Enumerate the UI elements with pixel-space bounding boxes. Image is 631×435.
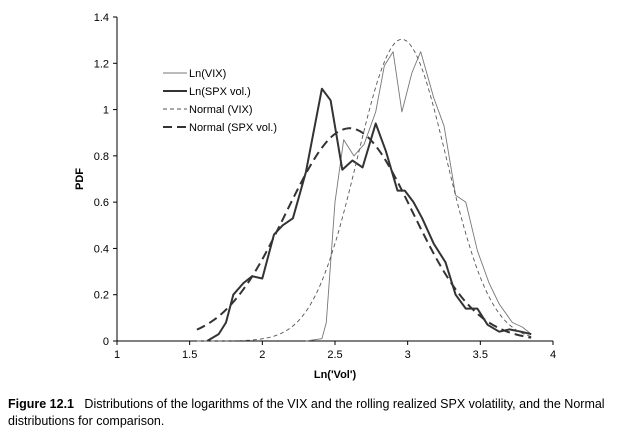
chart-svg: 0 0.2 0.4 0.6 0.8 1 1.2 1.4 1 1.5 2 2.5 3 3.5 4 Ln('Vol… [74,12,556,381]
chart-axes: 0 0.2 0.4 0.6 0.8 1 1.2 1.4 1 1.5 2 2.5 3 3.5 4 Ln('Vol… [74,12,556,381]
series-line-3 [196,38,532,342]
series-line-2 [206,87,532,342]
y-tick-label: 0.8 [94,151,109,163]
y-tick-label: 1.4 [94,12,109,24]
series-line-4 [196,127,532,339]
y-tick-label: 1.2 [94,58,109,70]
x-tick-label: 1.5 [182,349,197,361]
figure-caption: Figure 12.1 Distributions of the logarit… [8,396,624,430]
x-tick-label: 3 [405,349,411,361]
x-tick-label: 1 [114,349,120,361]
x-tick-label: 2 [259,349,265,361]
x-tick-label: 4 [550,349,556,361]
caption-label: Figure 12.1 [8,397,74,411]
legend-label-1: Ln(VIX) [189,68,226,80]
legend: Ln(VIX) Ln(SPX vol.) Normal (VIX) Normal (S… [163,68,277,134]
x-axis-label: Ln('Vol') [314,369,357,381]
y-tick-label: 0.2 [94,290,109,302]
y-tick-label: 0.6 [94,197,109,209]
x-tick-label: 2.5 [327,349,342,361]
y-axis-label: PDF [74,168,86,190]
legend-label-3: Normal (VIX) [189,104,253,116]
legend-label-2: Ln(SPX vol.) [189,86,251,98]
caption-text: Distributions of the logarithms of the V… [8,397,605,428]
y-tick-label: 0 [103,336,109,348]
x-tick-label: 3.5 [473,349,488,361]
legend-label-4: Normal (SPX vol.) [189,122,277,134]
series-layer [196,38,532,342]
y-tick-label: 0.4 [94,243,109,255]
pdf-chart: 0 0.2 0.4 0.6 0.8 1 1.2 1.4 1 1.5 2 2.5 3 3.5 4 Ln('Vol… [74,12,556,381]
y-tick-label: 1 [103,105,109,117]
series-line-1 [305,51,532,342]
